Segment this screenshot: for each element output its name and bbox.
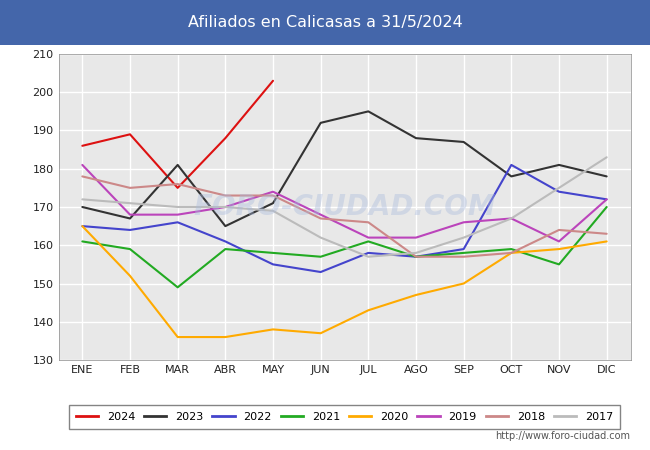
Legend: 2024, 2023, 2022, 2021, 2020, 2019, 2018, 2017: 2024, 2023, 2022, 2021, 2020, 2019, 2018…	[69, 405, 620, 429]
Text: FORO-CIUDAD.COM: FORO-CIUDAD.COM	[193, 193, 496, 221]
Text: Afiliados en Calicasas a 31/5/2024: Afiliados en Calicasas a 31/5/2024	[188, 14, 462, 30]
Text: http://www.foro-ciudad.com: http://www.foro-ciudad.com	[495, 431, 630, 441]
